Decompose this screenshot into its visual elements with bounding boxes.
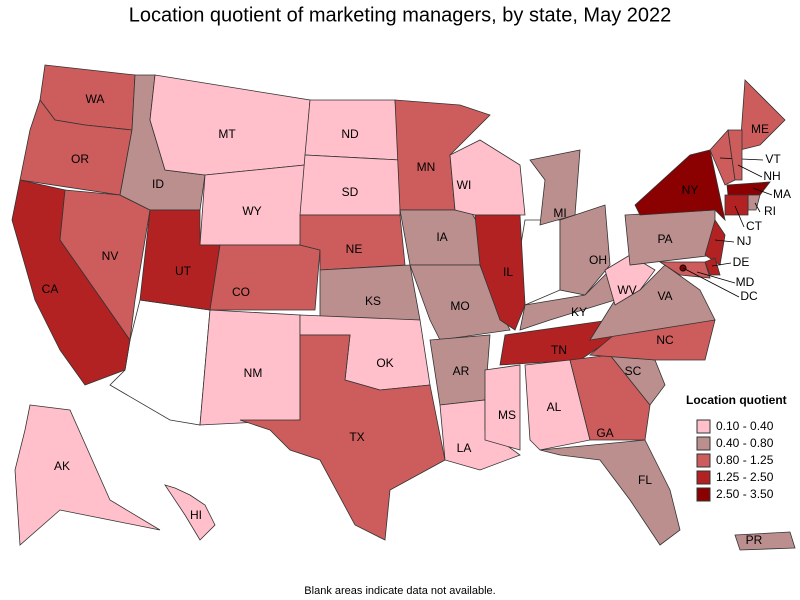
state-label: WI bbox=[457, 178, 472, 192]
state-label: NM bbox=[244, 366, 263, 380]
footnote: Blank areas indicate data not available. bbox=[304, 585, 495, 597]
blank-state bbox=[519, 219, 561, 306]
state-shape bbox=[319, 264, 421, 321]
state-label: MO bbox=[450, 299, 469, 313]
state-label: PR bbox=[746, 533, 763, 547]
state-shape bbox=[727, 129, 743, 181]
state-label: GA bbox=[596, 426, 613, 440]
legend-label: 2.50 - 3.50 bbox=[716, 487, 774, 501]
state-label: MA bbox=[773, 187, 791, 201]
state-shape bbox=[724, 194, 749, 216]
state-label: MS bbox=[498, 408, 516, 422]
state-shape bbox=[209, 244, 321, 311]
state-shape bbox=[604, 254, 656, 306]
state-label: NY bbox=[682, 183, 699, 197]
state-label: TX bbox=[349, 430, 364, 444]
state-label: NE bbox=[346, 242, 363, 256]
state-label: MT bbox=[218, 127, 236, 141]
legend-label: 0.80 - 1.25 bbox=[716, 453, 774, 467]
leader-line bbox=[737, 164, 763, 178]
state-label: VT bbox=[765, 152, 781, 166]
leader-line bbox=[752, 187, 773, 196]
state-shape bbox=[524, 359, 591, 451]
state-shape bbox=[474, 214, 526, 331]
leader-line bbox=[754, 202, 761, 213]
state-label: WA bbox=[86, 92, 105, 106]
leader-line bbox=[696, 271, 736, 284]
state-shape bbox=[734, 531, 796, 551]
state-label: KS bbox=[365, 294, 381, 308]
state-shape bbox=[559, 204, 611, 296]
state-label: CT bbox=[746, 219, 763, 233]
state-label: OH bbox=[589, 253, 607, 267]
state-shape bbox=[14, 404, 161, 546]
state-label: AR bbox=[453, 364, 470, 378]
state-shape bbox=[634, 149, 726, 222]
state-label: OK bbox=[376, 356, 393, 370]
legend-swatch bbox=[696, 419, 711, 434]
state-label: PA bbox=[657, 232, 672, 246]
leader-line bbox=[734, 205, 745, 228]
legend-swatch bbox=[696, 487, 711, 502]
state-label: CO bbox=[232, 285, 250, 299]
state-label: IL bbox=[503, 265, 513, 279]
state-label: MD bbox=[736, 275, 755, 289]
state-shape bbox=[704, 257, 721, 276]
state-label: ND bbox=[341, 127, 359, 141]
state-shape bbox=[529, 149, 581, 226]
state-shape bbox=[726, 181, 771, 196]
state-label: VA bbox=[657, 289, 672, 303]
state-label: HI bbox=[190, 508, 202, 522]
legend-swatch bbox=[696, 436, 711, 451]
title: Location quotient of marketing managers,… bbox=[129, 4, 672, 26]
leader-line bbox=[711, 262, 732, 267]
state-label: WV bbox=[617, 283, 636, 297]
state-label: NH bbox=[763, 169, 780, 183]
legend-label: 0.40 - 0.80 bbox=[716, 436, 774, 450]
legend-title: Location quotient bbox=[686, 393, 787, 407]
state-label: AL bbox=[547, 400, 562, 414]
state-shape bbox=[239, 334, 446, 541]
state-shape bbox=[747, 194, 761, 211]
state-label: OR bbox=[71, 152, 89, 166]
legend-label: 1.25 - 2.50 bbox=[716, 470, 774, 484]
state-label: ME bbox=[751, 122, 769, 136]
legend-swatch bbox=[696, 453, 711, 468]
state-label: DE bbox=[733, 255, 750, 269]
state-label: NV bbox=[102, 249, 119, 263]
state-label: ID bbox=[152, 177, 164, 191]
state-label: DC bbox=[740, 289, 758, 303]
state-label: CA bbox=[42, 282, 59, 296]
state-label: SD bbox=[342, 185, 359, 199]
state-label: UT bbox=[175, 264, 192, 278]
state-label: FL bbox=[638, 473, 652, 487]
state-label: WY bbox=[242, 204, 261, 218]
state-label: TN bbox=[551, 343, 567, 357]
leader-line bbox=[682, 267, 740, 298]
state-label: MN bbox=[417, 160, 436, 174]
state-label: NC bbox=[656, 333, 674, 347]
legend-swatch bbox=[696, 470, 711, 485]
legend-label: 0.10 - 0.40 bbox=[716, 419, 774, 433]
state-label: LA bbox=[457, 441, 472, 455]
state-shape bbox=[164, 484, 216, 541]
state-shape bbox=[449, 139, 526, 216]
state-label: NJ bbox=[737, 234, 752, 248]
leader-line bbox=[714, 239, 735, 243]
state-label: RI bbox=[764, 204, 776, 218]
state-label: SC bbox=[625, 364, 642, 378]
state-shape bbox=[739, 79, 786, 151]
state-label: IA bbox=[436, 230, 447, 244]
state-label: AK bbox=[54, 459, 70, 473]
state-label: MI bbox=[553, 206, 566, 220]
state-shape bbox=[539, 439, 681, 546]
state-shape bbox=[484, 364, 521, 451]
state-label: KY bbox=[571, 305, 587, 319]
state-shape bbox=[149, 74, 311, 176]
